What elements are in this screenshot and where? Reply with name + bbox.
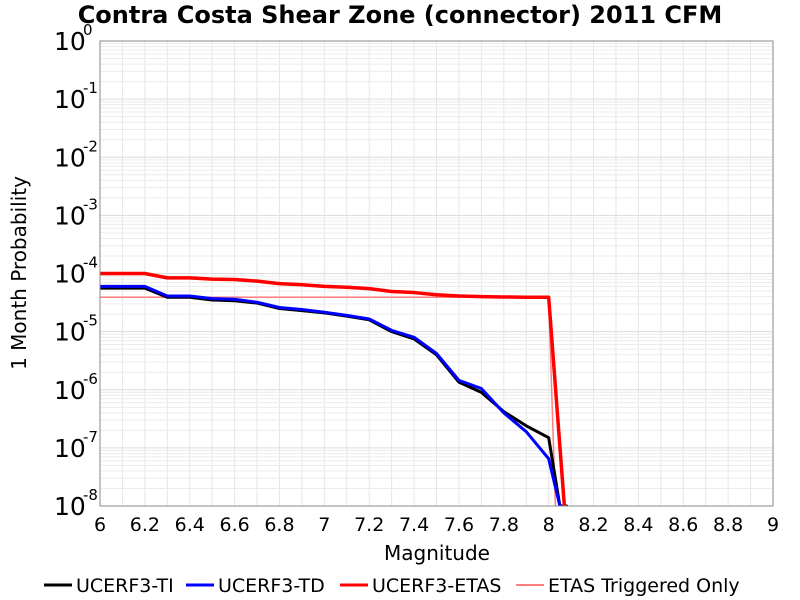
legend-label: UCERF3-TD (218, 575, 325, 597)
y-tick-label: 10 (54, 492, 86, 521)
y-tick-label: 10 (54, 318, 86, 347)
x-tick-label: 7.2 (354, 514, 384, 536)
x-tick-label: 6.6 (219, 514, 249, 536)
y-axis-label: 1 Month Probability (7, 176, 31, 370)
y-tick-label: 10 (54, 434, 86, 463)
legend-item: UCERF3-TD (186, 575, 325, 597)
x-tick-label: 7.8 (489, 514, 519, 536)
y-tick-exponent: -2 (83, 137, 98, 155)
x-tick-label: 9 (767, 514, 779, 536)
plot-area (99, 40, 774, 507)
x-tick-label: 7.4 (399, 514, 429, 536)
y-tick-label: 10 (54, 143, 86, 172)
y-tick-label: 10 (54, 27, 86, 56)
y-tick-label: 10 (54, 260, 86, 289)
series-line-ucerf3-ti (100, 286, 569, 506)
x-tick-label: 6.2 (130, 514, 160, 536)
y-tick-exponent: -7 (83, 428, 98, 446)
x-tick-label: 8.4 (623, 514, 653, 536)
series-line-etas-triggered-only (100, 296, 557, 506)
x-tick-label: 8.8 (713, 514, 743, 536)
x-tick-label: 8 (543, 514, 555, 536)
y-tick-exponent: 0 (83, 21, 93, 39)
y-tick-exponent: -5 (83, 312, 98, 330)
legend-label: UCERF3-TI (76, 575, 174, 597)
y-tick-exponent: -3 (83, 195, 98, 213)
y-tick-exponent: -4 (83, 254, 98, 272)
x-tick-label: 6.8 (264, 514, 294, 536)
plot-series (100, 271, 569, 506)
y-tick-label: 10 (54, 201, 86, 230)
x-tick-label: 6.4 (175, 514, 205, 536)
x-tick-label: 7 (318, 514, 330, 536)
legend-item: ETAS Triggered Only (516, 575, 740, 597)
x-tick-label: 7.6 (444, 514, 474, 536)
x-tick-label: 6 (94, 514, 106, 536)
legend-label: ETAS Triggered Only (548, 575, 740, 597)
legend-label: UCERF3-ETAS (372, 575, 501, 597)
series-line-ucerf3-td (100, 284, 562, 506)
y-tick-exponent: -6 (83, 370, 98, 388)
legend-item: UCERF3-TI (44, 575, 174, 597)
y-tick-exponent: -8 (83, 486, 98, 504)
x-axis-ticks: 6 6.2 6.4 6.6 6.8 7 7.2 7.4 7.6 7.8 8 8.2 8.4 8.6 8.8 9 (94, 514, 779, 536)
x-tick-label: 8.2 (578, 514, 608, 536)
x-tick-label: 8.6 (668, 514, 698, 536)
x-axis-label: Magnitude (384, 541, 490, 565)
chart-title: Contra Costa Shear Zone (connector) 2011… (78, 1, 723, 29)
legend: UCERF3-TI UCERF3-TD UCERF3-ETAS ETAS Trigge… (44, 575, 740, 597)
series-line-ucerf3-etas (100, 271, 567, 506)
grid (99, 41, 774, 507)
y-tick-exponent: -1 (83, 79, 98, 97)
y-tick-label: 10 (54, 85, 86, 114)
y-tick-label: 10 (54, 376, 86, 405)
legend-item: UCERF3-ETAS (340, 575, 501, 597)
